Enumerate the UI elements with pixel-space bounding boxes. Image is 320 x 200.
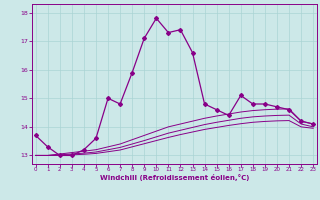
X-axis label: Windchill (Refroidissement éolien,°C): Windchill (Refroidissement éolien,°C) (100, 174, 249, 181)
